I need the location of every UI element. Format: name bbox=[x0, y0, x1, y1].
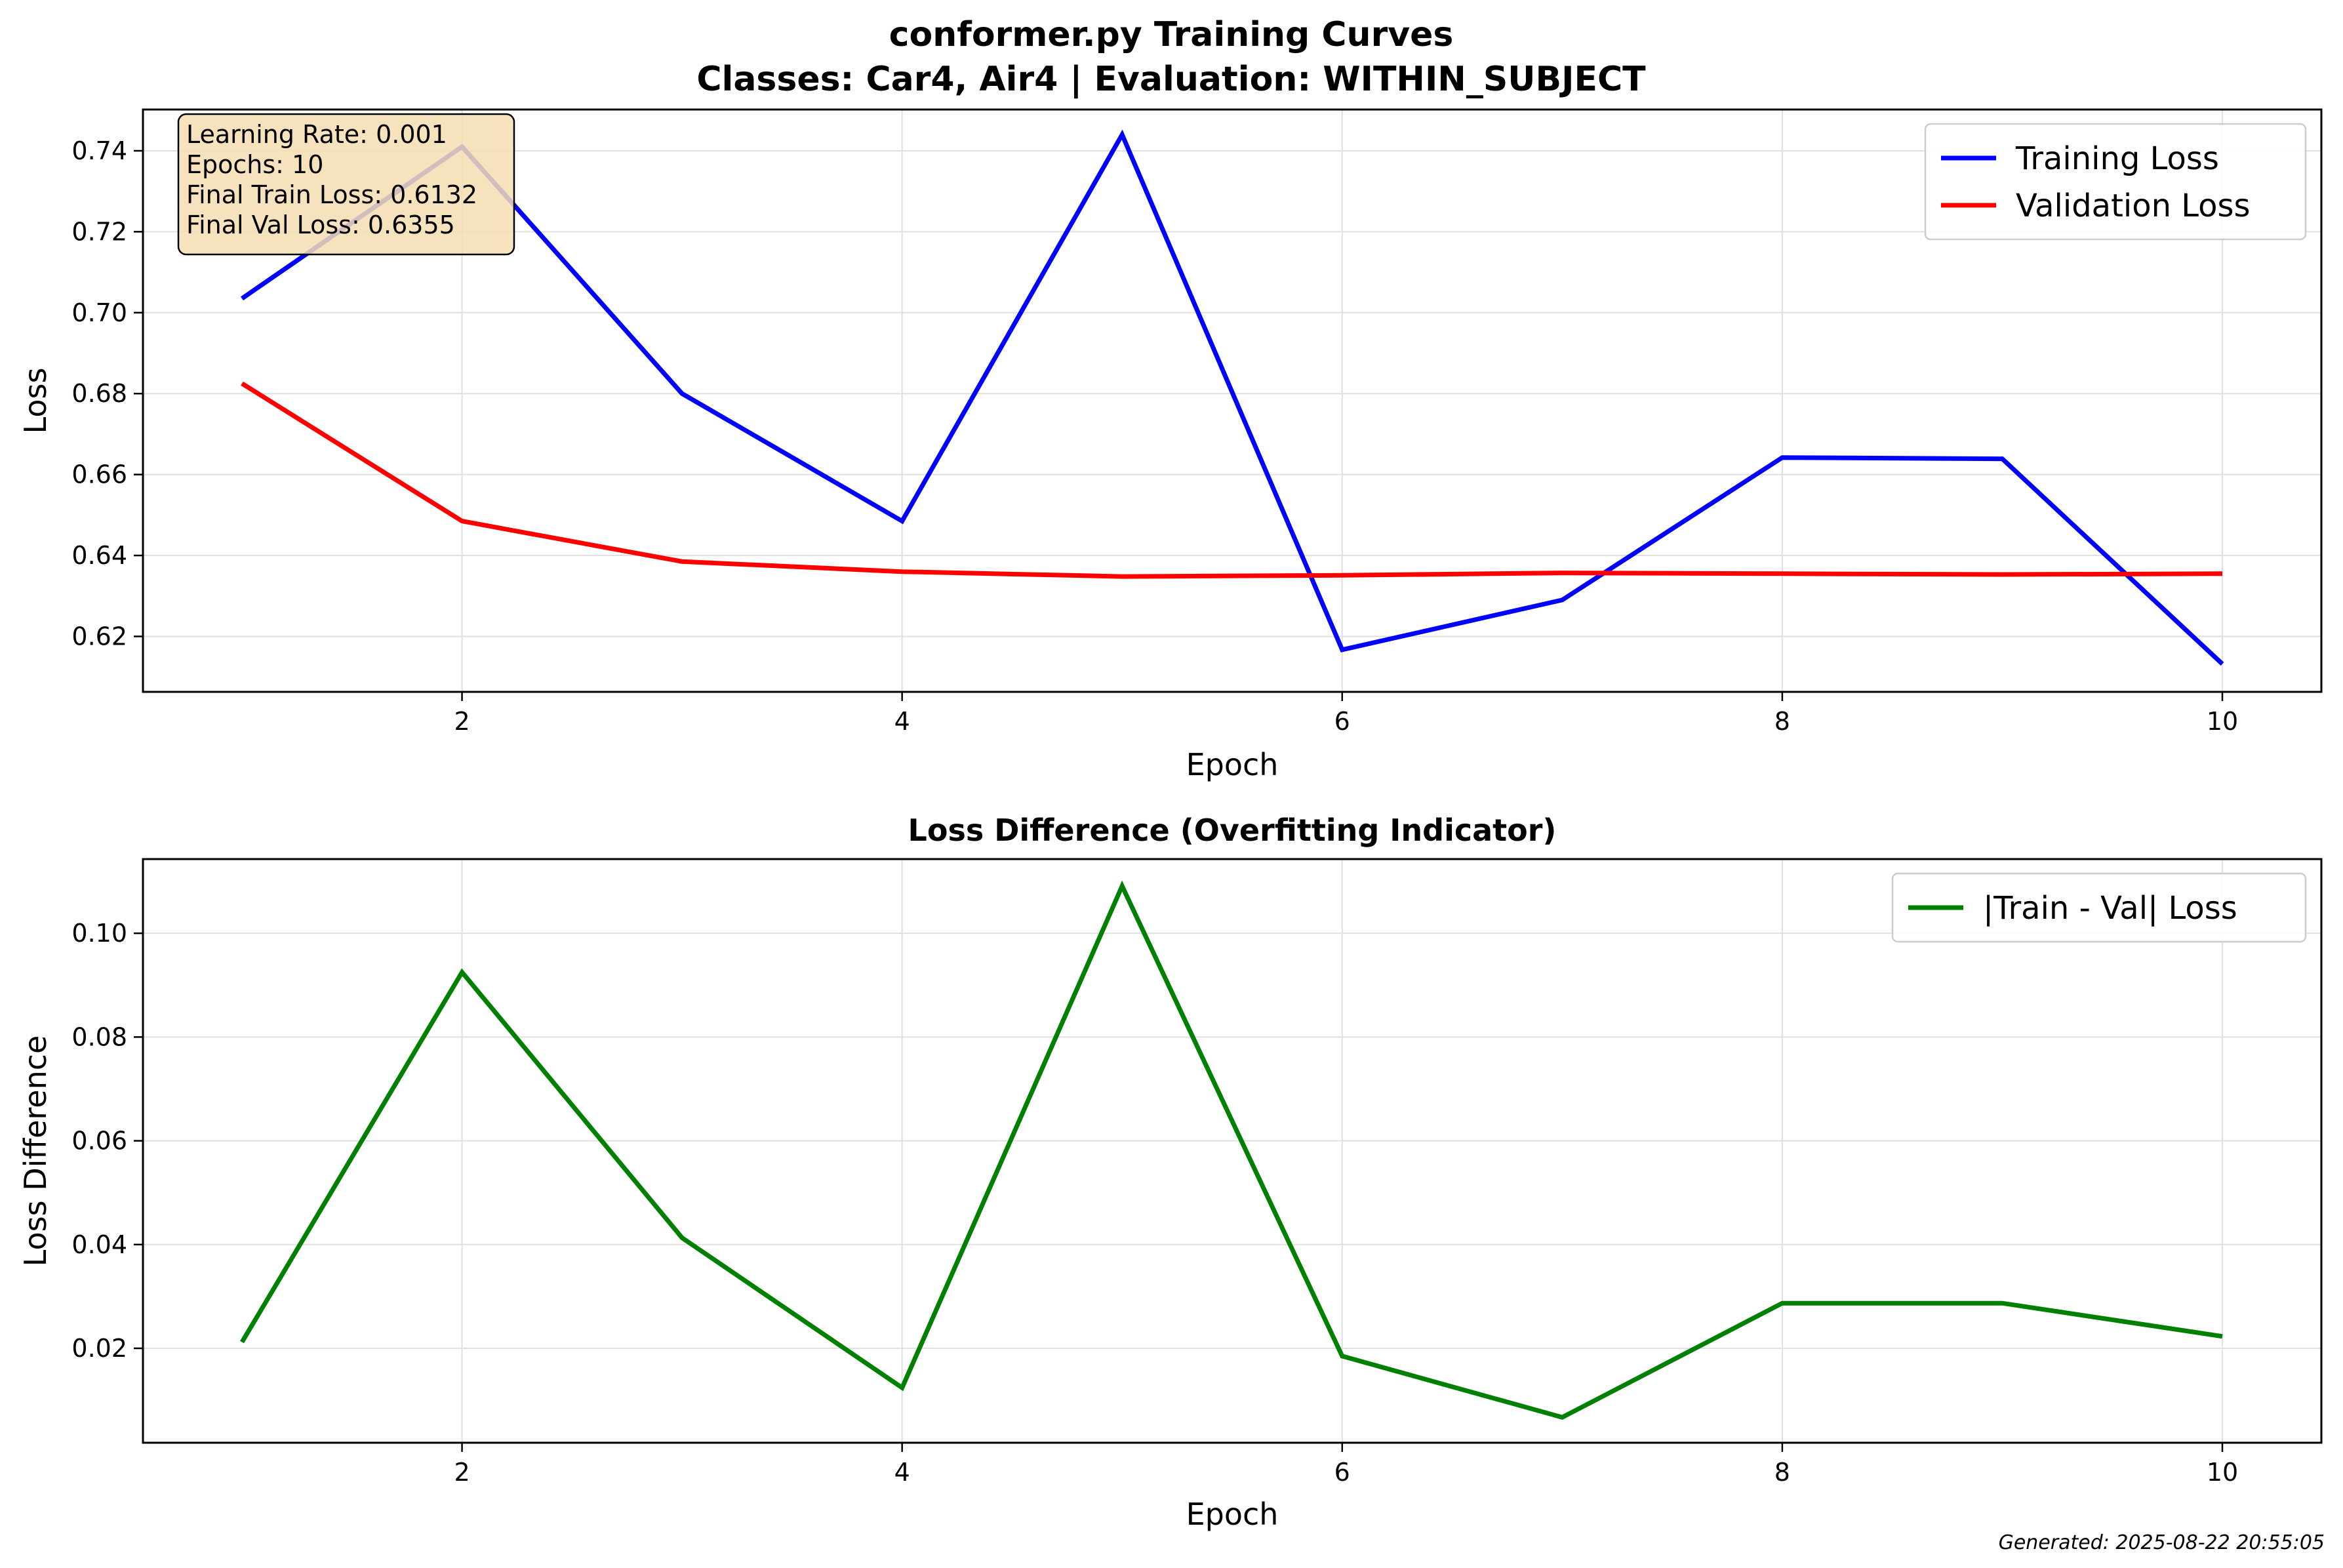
info-box-line: Final Val Loss: 0.6355 bbox=[186, 211, 455, 239]
y-tick-label: 0.08 bbox=[71, 1022, 127, 1051]
x-tick-label: 10 bbox=[2207, 1458, 2238, 1487]
x-tick-label: 6 bbox=[1334, 1458, 1350, 1487]
figure-title-line1: conformer.py Training Curves bbox=[889, 15, 1454, 54]
info-box-line: Epochs: 10 bbox=[186, 150, 323, 179]
axes-frame bbox=[142, 108, 2323, 693]
x-tick-label: 8 bbox=[1774, 1458, 1790, 1487]
y-tick-label: 0.68 bbox=[71, 379, 127, 408]
y-tick-label: 0.74 bbox=[71, 136, 127, 165]
y-tick-label: 0.66 bbox=[71, 460, 127, 489]
y-axis-label: Loss bbox=[18, 368, 53, 434]
legend-label: Training Loss bbox=[2015, 140, 2219, 177]
x-tick-label: 10 bbox=[2207, 707, 2238, 736]
x-tick-label: 8 bbox=[1774, 707, 1790, 736]
x-tick-label: 4 bbox=[894, 707, 910, 736]
x-tick-label: 2 bbox=[454, 1458, 470, 1487]
legend-box bbox=[1924, 123, 2307, 241]
training-loss-panel: 2 4 6 8 10 0.62 0.64 0.66 0.68 0.70 0.72 0.74 Epoch L… bbox=[18, 108, 2323, 782]
x-tick-label: 6 bbox=[1334, 707, 1350, 736]
figure-title-line2: Classes: Car4, Air4 | Evaluation: WITHIN… bbox=[696, 60, 1646, 99]
x-tick-label: 2 bbox=[454, 707, 470, 736]
generated-timestamp: Generated: 2025-08-22 20:55:05 bbox=[1999, 1531, 2325, 1554]
y-tick-label: 0.10 bbox=[71, 919, 127, 948]
y-tick-label: 0.06 bbox=[71, 1127, 127, 1156]
y-tick-label: 0.70 bbox=[71, 298, 127, 327]
info-box-line: Final Train Loss: 0.6132 bbox=[186, 180, 477, 209]
legend-label: Validation Loss bbox=[2016, 188, 2251, 224]
y-tick-label: 0.72 bbox=[71, 217, 127, 246]
x-axis-label: Epoch bbox=[1186, 1497, 1279, 1532]
x-axis-label: Epoch bbox=[1186, 747, 1279, 782]
y-axis-label: Loss Difference bbox=[18, 1035, 53, 1267]
axes-frame bbox=[142, 858, 2323, 1444]
series-line bbox=[241, 129, 2224, 666]
info-box bbox=[177, 113, 515, 256]
y-tick-label: 0.04 bbox=[71, 1230, 127, 1259]
series-line bbox=[241, 381, 2223, 579]
x-tick-label: 4 bbox=[894, 1458, 910, 1487]
subplot-title: Loss Difference (Overfitting Indicator) bbox=[908, 813, 1557, 848]
y-tick-label: 0.64 bbox=[71, 541, 127, 570]
series-line bbox=[239, 880, 2223, 1420]
legend-box bbox=[1891, 872, 2307, 943]
info-box-line: Learning Rate: 0.001 bbox=[186, 120, 447, 149]
y-tick-label: 0.62 bbox=[71, 622, 127, 651]
loss-difference-panel: 2 4 6 8 10 0.02 0.04 0.06 0.08 0.10 Epoch Loss Diff… bbox=[18, 813, 2323, 1532]
y-tick-label: 0.02 bbox=[71, 1334, 127, 1363]
legend-label: |Train - Val| Loss bbox=[1983, 890, 2237, 927]
